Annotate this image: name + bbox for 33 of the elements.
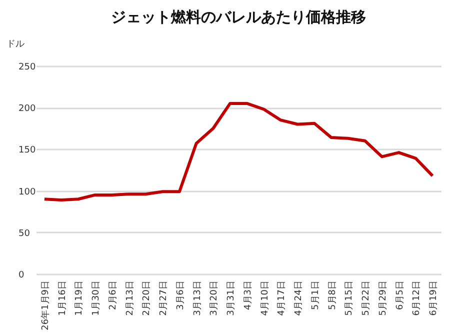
x-tick-label: 4月17日 [277, 280, 288, 316]
chart-title: ジェット燃料のバレルあたり価格推移 [111, 8, 366, 26]
x-tick-label: 3月20日 [210, 280, 220, 316]
x-tick-label: 5月15日 [344, 280, 355, 316]
line-series [42, 102, 434, 202]
y-tick-label: 250 [18, 62, 36, 72]
x-tick-label: 5月1日 [310, 280, 321, 310]
x-tick-label: 6月12日 [412, 280, 422, 316]
y-tick-label: 200 [18, 104, 36, 114]
x-tick-label: 4月24日 [294, 280, 304, 316]
x-tick-label: 5月22日 [362, 280, 372, 316]
x-tick-label: 2月6日 [108, 280, 118, 310]
x-tick-label: 3月31日 [226, 280, 237, 316]
y-tick-label: 100 [18, 187, 36, 198]
x-tick-label: 3月13日 [192, 280, 203, 316]
x-tick-label: 2月27日 [159, 280, 170, 316]
y-tick-label: 50 [18, 228, 30, 239]
x-tick-label: 3月6日 [176, 280, 186, 310]
x-tick-label: 2月13日 [125, 280, 136, 316]
x-tick-label: 5月29日 [378, 280, 388, 316]
x-tick-label: 1月30日 [92, 280, 102, 316]
x-tick-label: 2月20日 [142, 280, 152, 316]
y-axis-title: ドル [6, 40, 24, 50]
x-tick-label: 6月5日 [395, 280, 406, 310]
x-tick-label: 4月3日 [243, 280, 254, 310]
y-tick-label: 150 [18, 146, 36, 156]
x-tick-label: 26年1月9日 [40, 280, 51, 330]
x-tick-label: 5月8日 [328, 280, 338, 310]
x-tick-label: 1月16日 [58, 280, 68, 316]
y-tick-label: 0 [18, 270, 24, 280]
x-tick-label: 1月19日 [74, 280, 85, 316]
x-tick-label: 6月19日 [429, 280, 440, 316]
x-tick-label: 4月10日 [260, 280, 270, 316]
